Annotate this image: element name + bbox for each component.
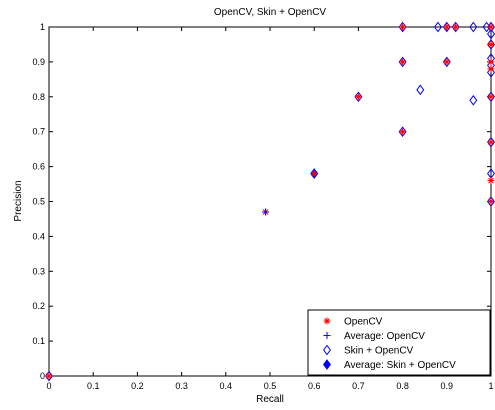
legend-box: [307, 309, 491, 376]
y-tick-label: 0.6: [32, 162, 45, 172]
point-diamond-open: [487, 21, 495, 33]
point-asterisk: [45, 372, 53, 380]
y-tick-label: 0.3: [32, 266, 45, 276]
point-diamond-open: [442, 56, 451, 68]
legend-marker: [323, 359, 331, 370]
point-asterisk: [399, 58, 407, 66]
point-asterisk: [487, 198, 495, 205]
y-tick-label: 0.9: [32, 57, 45, 67]
point-diamond-open: [398, 56, 407, 68]
point-diamond-open: [398, 21, 407, 33]
point-asterisk: [354, 93, 362, 101]
chart-title: OpenCV, Skin + OpenCV: [214, 7, 327, 18]
point-asterisk: [443, 23, 451, 31]
x-tick-label: 1: [488, 381, 493, 391]
point-diamond-open: [442, 21, 451, 33]
y-tick-label: 0.5: [32, 197, 45, 207]
point-asterisk: [452, 23, 460, 31]
point-diamond-open: [487, 28, 495, 40]
point-diamond-open: [433, 21, 442, 33]
legend-marker: [323, 332, 331, 339]
point-asterisk: [487, 93, 495, 101]
point-plus: [262, 208, 270, 216]
point-diamond-open: [487, 196, 495, 207]
series-1: [262, 208, 270, 216]
point-asterisk: [399, 128, 407, 136]
legend-label: Skin + OpenCV: [344, 346, 414, 357]
legend-label: Average: Skin + OpenCV: [344, 360, 456, 371]
y-tick-label: 0.1: [32, 336, 45, 346]
legend: OpenCV Average: OpenCV Skin + OpenCV Averag…: [307, 309, 491, 376]
x-tick-label: 0.4: [220, 381, 233, 391]
point-asterisk: [487, 40, 495, 48]
point-asterisk: [487, 65, 495, 73]
point-diamond-open: [398, 126, 407, 138]
point-asterisk: [487, 23, 495, 31]
point-diamond-open: [487, 91, 495, 103]
legend-marker: [323, 344, 331, 356]
point-asterisk: [310, 170, 318, 178]
x-tick-label: 0.9: [441, 381, 454, 391]
point-diamond-open: [487, 39, 495, 50]
x-tick-label: 0.6: [308, 381, 321, 391]
point-diamond-open: [487, 136, 495, 148]
point-asterisk: [487, 177, 495, 185]
x-tick-label: 0.5: [264, 381, 277, 391]
legend-label: Average: OpenCV: [344, 331, 425, 342]
y-tick-label: 0.7: [32, 127, 45, 137]
point-asterisk: [443, 58, 451, 66]
legend-marker: [323, 317, 331, 325]
y-tick-label: 0.4: [32, 231, 45, 241]
x-tick-label: 0: [46, 381, 51, 391]
point-diamond-open: [469, 21, 478, 33]
x-tick-label: 0.2: [131, 381, 144, 391]
x-axis-title: Recall: [256, 394, 284, 405]
point-asterisk: [399, 23, 407, 31]
y-tick-label: 0.2: [32, 301, 45, 311]
y-tick-label: 0.8: [32, 92, 45, 102]
point-diamond-open: [451, 21, 460, 33]
point-asterisk: [487, 138, 495, 146]
y-axis-title: Precision: [13, 180, 24, 221]
legend-label: OpenCV: [344, 317, 383, 328]
x-tick-label: 0.1: [87, 381, 100, 391]
y-tick-label: 1: [40, 22, 45, 32]
x-tick-label: 0.3: [175, 381, 188, 391]
y-tick-label: 0: [40, 371, 45, 381]
x-tick-label: 0.8: [396, 381, 409, 391]
point-diamond-open: [416, 84, 425, 96]
x-tick-label: 0.7: [352, 381, 365, 391]
point-asterisk: [487, 58, 495, 66]
point-diamond-open: [45, 370, 53, 382]
point-diamond-open: [354, 91, 363, 103]
point-diamond-open: [469, 94, 478, 106]
